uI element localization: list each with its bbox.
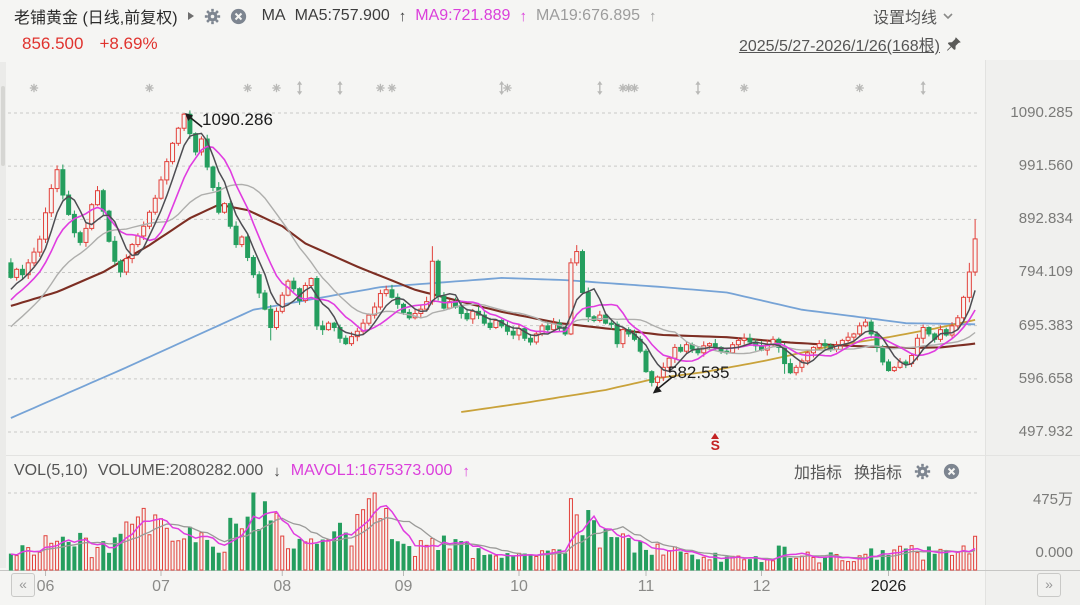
month-axis-label: 10 [510,578,528,595]
volume-bars-layer [8,492,978,571]
gold-ma-line [461,319,976,413]
ma19-line [10,183,976,355]
volume-value: VOLUME:2080282.000 [97,462,264,479]
price-axis-label: 892.834 [1018,210,1073,228]
ma5-trend-arrow: ↑ [398,7,407,25]
vol-indicator-label: VOL(5,10) [14,462,88,479]
volume-axis-label: 0.000 [1035,544,1073,561]
signal-up-arrow-icon [711,433,720,439]
ma9-value: MA9:721.889 [415,7,511,24]
price-axis-panel [985,60,1080,605]
month-axis-label: 08 [273,578,292,595]
ma19-trend-arrow: ↑ [649,7,657,25]
scroll-left-button[interactable]: « [11,573,35,597]
scrollbar-thumb[interactable] [1,86,5,166]
ma-settings-button[interactable]: 设置均线 [873,4,954,28]
ma9-line [10,145,976,363]
price-row: 856.500 +8.69% 2025/5/27-2026/1/26(168根) [22,32,1080,56]
price-axis-label: 596.658 [1018,369,1073,387]
month-axis-label: 12 [752,578,771,595]
mavol1-line [10,504,976,561]
signal-marker[interactable]: S [708,433,722,452]
close-indicator-icon[interactable] [230,8,247,25]
volume-header: VOL(5,10) VOLUME:2080282.000 ↓ MAVOL1:16… [14,460,1080,482]
volume-axis-label: 475万 [1032,491,1073,508]
scroll-right-button[interactable]: » [1037,573,1061,597]
price-axis-label: 794.109 [1018,263,1073,281]
pin-icon[interactable] [946,36,962,52]
blue-ma-line [10,276,976,419]
add-indicator-button[interactable]: 加指标 [793,465,842,482]
gear-icon[interactable] [204,8,221,25]
price-change-percent: +8.69% [99,34,158,53]
month-axis-label: 07 [152,578,170,595]
month-axis-label: 09 [394,578,413,595]
volume-gear-icon[interactable] [914,463,931,480]
symbol-title[interactable]: 老铺黄金 (日线,前复权) [14,10,178,27]
ma19-value: MA19:676.895 [535,7,641,24]
ma5-value: MA5:757.900 [294,7,390,24]
brown-ma-line [10,203,976,350]
volume-close-icon[interactable] [943,463,960,480]
price-axis-label: 497.932 [1018,423,1073,440]
price-axis-label: 1090.285 [1010,104,1073,121]
expand-arrow-icon[interactable] [187,11,195,21]
month-axis-label: 11 [637,578,655,595]
chevron-down-icon [943,13,953,20]
chart-header: 老铺黄金 (日线,前复权) MA MA5:757.900 [14,4,1080,28]
volume-trend-arrow: ↓ [273,462,281,480]
date-range-link[interactable]: 2025/5/27-2026/1/26(168根) [738,38,940,55]
mavol-value: MAVOL1:1675373.000 [290,462,453,479]
high-price-annotation: 1090.286 [202,110,273,129]
switch-indicator-button[interactable]: 换指标 [853,465,902,482]
price-axis-label: 991.560 [1018,157,1073,175]
ma5-line [10,132,976,373]
left-scrollbar [0,62,6,568]
annotation-arrows [185,112,673,394]
month-axis-label: 06 [36,578,55,595]
mavol-trend-arrow: ↑ [462,462,470,480]
last-price: 856.500 [22,34,84,53]
ma-settings-label: 设置均线 [872,10,937,27]
low-price-annotation: 582.535 [668,363,730,382]
event-marker-row [29,81,926,95]
price-axis-label: 695.383 [1018,316,1073,334]
ma9-trend-arrow: ↑ [519,7,527,25]
month-axis-label: 2026 [870,578,907,595]
signal-letter: S [710,437,720,453]
ma-group-label: MA [261,7,286,24]
